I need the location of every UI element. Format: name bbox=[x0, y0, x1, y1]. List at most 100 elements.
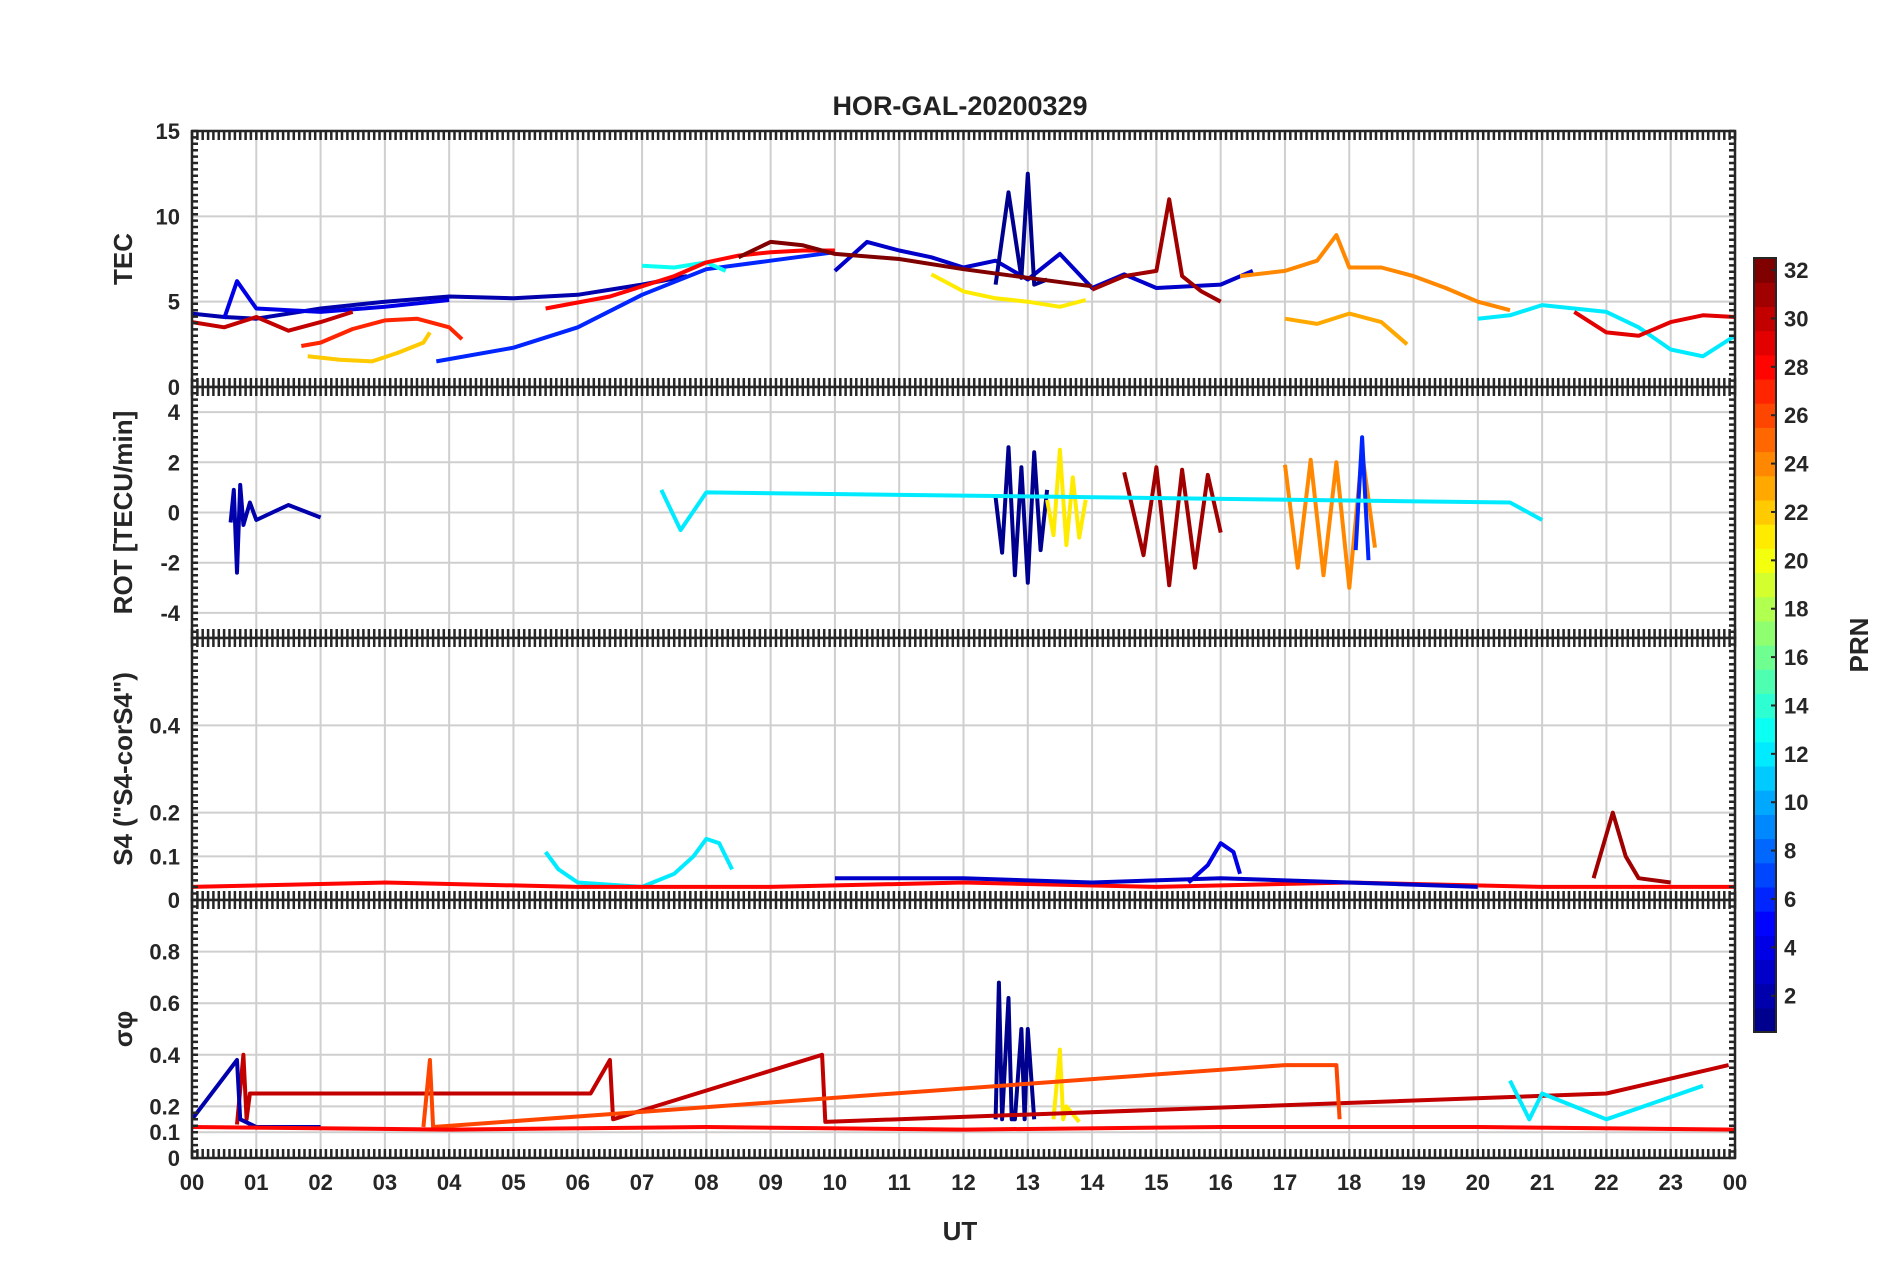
series-line-prn-27 bbox=[300, 316, 464, 348]
y-tick-label: -4 bbox=[160, 601, 180, 626]
y-tick-label: 5 bbox=[168, 290, 180, 315]
x-tick-label: 15 bbox=[1144, 1170, 1168, 1195]
x-tick-label: 20 bbox=[1466, 1170, 1490, 1195]
series-line-prn-1 bbox=[993, 171, 1048, 287]
colorbar-tick-label: 6 bbox=[1784, 887, 1796, 912]
colorbar-tick-label: 22 bbox=[1784, 500, 1808, 525]
x-tick-label: 17 bbox=[1273, 1170, 1297, 1195]
colorbar-tick-label: 20 bbox=[1784, 548, 1808, 573]
colorbar-segment bbox=[1754, 306, 1776, 332]
colorbar-segment bbox=[1754, 717, 1776, 743]
series-line-prn-4 bbox=[222, 279, 450, 320]
panel-3: 0 0.1 0.2 0.4 S4 ("S4-corS4") bbox=[108, 636, 1737, 913]
y-axis-label: TEC bbox=[108, 233, 138, 285]
y-tick-label: 0.2 bbox=[149, 801, 180, 826]
series-line-prn-31 bbox=[1122, 465, 1223, 588]
colorbar-segment bbox=[1754, 814, 1776, 840]
figure-title: HOR-GAL-20200329 bbox=[832, 91, 1087, 121]
x-tick-label: 22 bbox=[1594, 1170, 1618, 1195]
series-line-prn-2 bbox=[228, 482, 322, 575]
colorbar-segment bbox=[1754, 911, 1776, 936]
colorbar-tick-label: 14 bbox=[1784, 693, 1809, 718]
y-tick-label: 0.2 bbox=[149, 1094, 180, 1119]
x-tick-label: 11 bbox=[888, 1170, 911, 1195]
x-tick-label: 07 bbox=[630, 1170, 654, 1195]
x-tick-label: 23 bbox=[1658, 1170, 1682, 1195]
colorbar-tick-label: 32 bbox=[1784, 258, 1808, 283]
colorbar-segment bbox=[1754, 354, 1776, 380]
colorbar-segment bbox=[1754, 741, 1776, 767]
series-line-prn-1 bbox=[993, 445, 1050, 585]
x-tick-label: 03 bbox=[373, 1170, 397, 1195]
series-line-prn-6 bbox=[1353, 435, 1371, 561]
colorbar-segment bbox=[1754, 959, 1776, 985]
y-tick-label: 0.4 bbox=[149, 713, 180, 738]
panel-4: 00.10.2 0.4 0.6 0.8 σφ bbox=[108, 898, 1737, 1171]
colorbar-tick-label: 12 bbox=[1784, 742, 1808, 767]
y-tick-label: 10 bbox=[156, 204, 180, 229]
colorbar-segment bbox=[1754, 282, 1776, 307]
colorbar-segment bbox=[1754, 645, 1776, 670]
colorbar-tick-label: 24 bbox=[1784, 452, 1809, 477]
colorbar-tick-label: 10 bbox=[1784, 790, 1808, 815]
colorbar-segment bbox=[1754, 427, 1776, 453]
y-tick-label: 0 bbox=[168, 375, 180, 400]
colorbar-segment bbox=[1754, 572, 1776, 598]
y-tick-label: 15 bbox=[156, 119, 180, 144]
series-line-prn-24 bbox=[1239, 233, 1511, 313]
colorbar-segment bbox=[1754, 524, 1776, 549]
colorbar-segment bbox=[1754, 983, 1776, 1009]
x-axis: 00 01 02 03 04 05 06 07 08 09 10 11 12 13 14 15 16 17 18 19… bbox=[180, 1170, 1747, 1195]
y-axis-label: σφ bbox=[108, 1011, 138, 1047]
colorbar-segment bbox=[1754, 862, 1776, 888]
x-axis-label: UT bbox=[943, 1216, 978, 1246]
series-line-prn-31 bbox=[1091, 197, 1222, 304]
colorbar-segment bbox=[1754, 330, 1776, 356]
x-tick-label: 09 bbox=[758, 1170, 782, 1195]
x-tick-label: 18 bbox=[1337, 1170, 1361, 1195]
series-line-prn-2 bbox=[192, 274, 688, 321]
colorbar-segment bbox=[1754, 765, 1776, 791]
x-tick-label: 10 bbox=[823, 1170, 847, 1195]
y-tick-label: 0.4 bbox=[149, 1043, 180, 1068]
y-tick-label: 0.1 bbox=[149, 1120, 180, 1145]
series-line-prn-6 bbox=[435, 250, 836, 364]
series-line-prn-30 bbox=[235, 1052, 1730, 1125]
x-tick-label: 01 bbox=[244, 1170, 268, 1195]
x-tick-label: 04 bbox=[437, 1170, 462, 1195]
y-tick-label: 2 bbox=[168, 450, 180, 475]
colorbar-segment bbox=[1754, 935, 1776, 961]
series-line-prn-21 bbox=[1045, 447, 1088, 548]
colorbar-segment bbox=[1754, 499, 1776, 525]
colorbar-segment bbox=[1754, 838, 1776, 864]
colorbar-segment bbox=[1754, 378, 1776, 404]
colorbar-segment bbox=[1754, 1007, 1776, 1033]
series-line-prn-4 bbox=[1187, 841, 1242, 884]
colorbar-tick-label: 4 bbox=[1784, 935, 1797, 960]
x-tick-label: 16 bbox=[1208, 1170, 1232, 1195]
colorbar-tick-label: 16 bbox=[1784, 645, 1808, 670]
series-line-prn-26 bbox=[421, 1058, 1342, 1129]
series-line-prn-28 bbox=[192, 1125, 1735, 1132]
series-line-prn-12 bbox=[1477, 303, 1735, 359]
series-line-prn-28 bbox=[545, 248, 835, 311]
colorbar-segment bbox=[1754, 596, 1776, 622]
y-axis-label: S4 ("S4-corS4") bbox=[108, 672, 138, 866]
x-tick-label: 00 bbox=[1723, 1170, 1747, 1195]
y-tick-label: 0 bbox=[168, 1146, 180, 1171]
series-line-prn-12 bbox=[543, 836, 734, 889]
x-tick-label: 02 bbox=[308, 1170, 332, 1195]
panel-1: 0 5 10 15 TEC bbox=[108, 119, 1737, 400]
series-line-prn-13 bbox=[641, 260, 727, 273]
x-tick-label: 14 bbox=[1080, 1170, 1105, 1195]
y-tick-label: 4 bbox=[168, 400, 181, 425]
x-tick-label: 00 bbox=[180, 1170, 204, 1195]
colorbar-segment bbox=[1754, 693, 1776, 719]
panel-2: -4 -2 0 2 4 ROT [TECU/min] bbox=[108, 385, 1737, 640]
colorbar-segment bbox=[1754, 258, 1776, 283]
colorbar-tick-label: 18 bbox=[1784, 597, 1808, 622]
x-tick-label: 06 bbox=[566, 1170, 590, 1195]
x-tick-label: 08 bbox=[694, 1170, 718, 1195]
